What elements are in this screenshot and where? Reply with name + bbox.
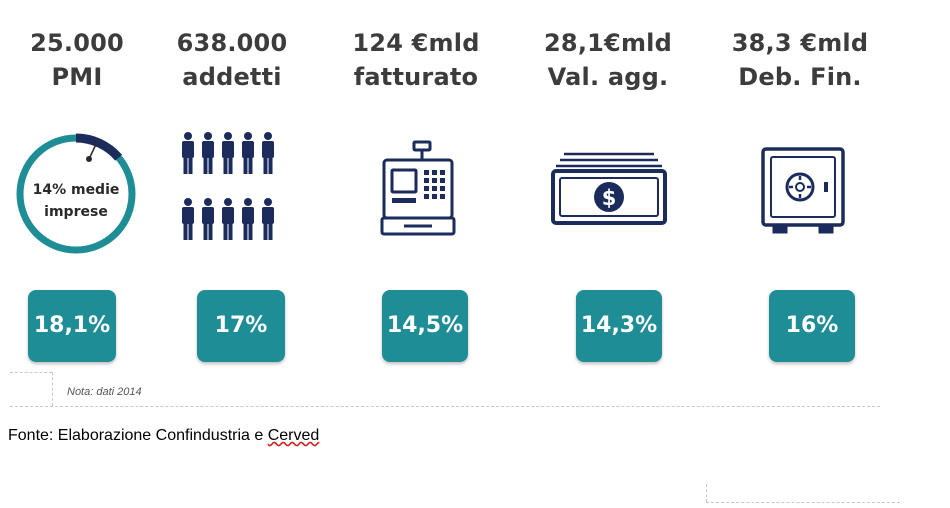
divider-vertical	[52, 372, 53, 406]
source-line: Fonte: Elaborazione Confindustria e Cerv…	[8, 427, 319, 445]
gauge-line2: imprese	[44, 204, 108, 220]
banknote-icon: $	[550, 150, 668, 228]
people-icon	[180, 132, 284, 258]
stat-value: 638.000	[176, 29, 288, 57]
stat-label: Val. agg.	[547, 63, 669, 91]
divider-bottom	[10, 406, 880, 407]
stat-label: PMI	[51, 63, 103, 91]
stat-value: 25.000	[30, 29, 124, 57]
stat-label: fatturato	[353, 63, 479, 91]
stat-header-debiti-finanziari: 38,3 €mld Deb. Fin.	[710, 26, 890, 94]
gauge-icon: 14% medie imprese	[12, 130, 140, 258]
stat-value: 38,3 €mld	[731, 29, 869, 57]
stat-label: Deb. Fin.	[738, 63, 862, 91]
stat-value: 28,1€mld	[544, 29, 672, 57]
percent-badge-valore-aggiunto: 14,3%	[576, 290, 662, 362]
footnote: Nota: dati 2014	[67, 386, 142, 398]
stat-value: 124 €mld	[352, 29, 480, 57]
svg-text:$: $	[602, 186, 617, 210]
divider-top	[10, 372, 52, 373]
gauge-label: 14% medie imprese	[12, 179, 140, 223]
stat-header-valore-aggiunto: 28,1€mld Val. agg.	[518, 26, 698, 94]
percent-badge-pmi: 18,1%	[28, 290, 116, 362]
stat-label: addetti	[182, 63, 282, 91]
percent-badge-debiti-finanziari: 16%	[769, 290, 855, 362]
source-prefix: Fonte: Elaborazione Confindustria e	[8, 427, 268, 444]
divider-bottom-right	[706, 502, 900, 503]
percent-badge-addetti: 17%	[197, 290, 285, 362]
gauge-line1: 14% medie	[32, 182, 120, 198]
stat-header-addetti: 638.000 addetti	[142, 26, 322, 94]
safe-icon	[760, 146, 846, 236]
percent-badge-fatturato: 14,5%	[382, 290, 468, 362]
stat-header-pmi: 25.000 PMI	[0, 26, 167, 94]
stat-header-fatturato: 124 €mld fatturato	[326, 26, 506, 94]
cash-register-icon	[378, 140, 458, 240]
source-name: Cerved	[267, 427, 320, 444]
divider-vertical-right	[706, 484, 707, 502]
